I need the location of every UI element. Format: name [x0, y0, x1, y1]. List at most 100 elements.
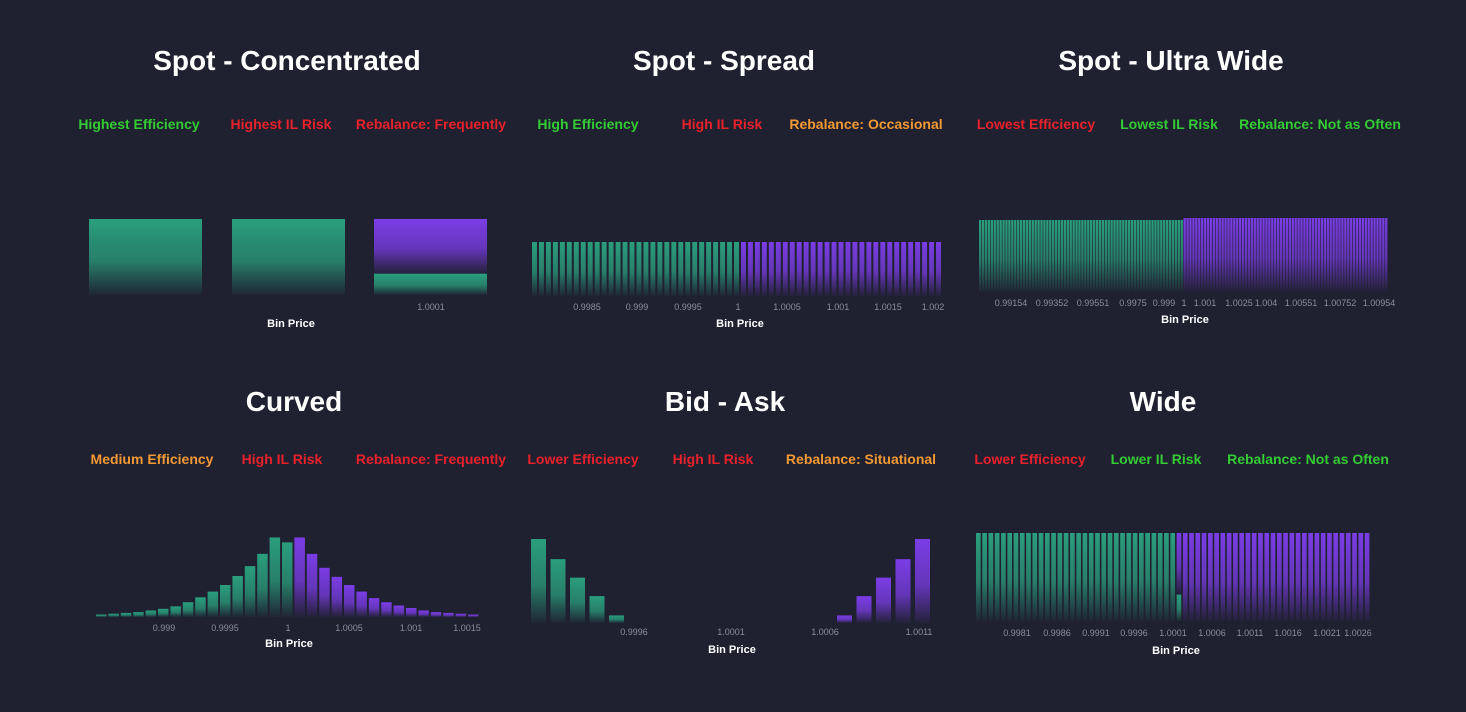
bin-bar [1302, 533, 1307, 621]
efficiency-label: Highest Efficiency [78, 116, 200, 132]
bin-bar [1220, 533, 1226, 621]
bin-bar [981, 220, 985, 292]
bin-bar [1215, 218, 1218, 292]
bin-bar [1013, 533, 1019, 621]
bin-bar [145, 610, 157, 617]
bin-bar [915, 242, 921, 296]
bin-bar [1057, 220, 1061, 292]
bin-bar [1361, 218, 1365, 292]
il-risk-label: High IL Risk [241, 451, 323, 467]
bin-bar [1364, 533, 1370, 621]
efficiency-label: Lower Efficiency [527, 451, 639, 467]
x-axis-label: Bin Price [716, 318, 764, 330]
bin-bar [1063, 533, 1069, 621]
bin-bar [1258, 533, 1263, 621]
bin-bar [120, 612, 132, 617]
efficiency-label: Lower Efficiency [974, 451, 1086, 467]
bin-bar [982, 533, 987, 621]
bin-bar [1312, 218, 1315, 292]
bin-bar [789, 242, 795, 296]
bin-bar [1088, 533, 1094, 621]
bin-bar [976, 533, 981, 621]
bin-bar [984, 220, 988, 292]
bin-bar [1095, 220, 1099, 292]
rebalance-label: Rebalance: Occasional [789, 116, 943, 132]
tick-label: 1.00954 [1363, 298, 1396, 308]
bin-bar [994, 533, 1000, 621]
bin-bar [852, 242, 858, 296]
bin-bar [1165, 220, 1169, 292]
tick-label: 0.9996 [1120, 628, 1148, 638]
bin-bar [1323, 218, 1327, 292]
bin-bar [1385, 218, 1388, 292]
bin-bar [1136, 220, 1140, 292]
bin-bar [538, 242, 544, 296]
bin-bar [1203, 218, 1207, 292]
bin-bar [344, 585, 355, 617]
bin-bar [108, 613, 119, 617]
bin-bar [1066, 220, 1069, 292]
bin-bar [650, 242, 656, 296]
bin-bar [1082, 533, 1088, 621]
bin-bar [1335, 218, 1338, 292]
bin-bar [1276, 218, 1280, 292]
bin-bar [1076, 533, 1081, 621]
bin-bar [559, 242, 565, 296]
tick-label: 1.0011 [906, 627, 933, 637]
bin-bar [1367, 218, 1370, 292]
bin-bar [810, 242, 816, 296]
bin-bar [1291, 218, 1294, 292]
bin-bar [532, 242, 537, 296]
bin-bar [1345, 533, 1351, 621]
bin-bar [1347, 218, 1350, 292]
bin-bar [1333, 533, 1339, 621]
bin-bar [1057, 533, 1063, 621]
x-axis-label: Bin Price [265, 638, 313, 650]
bin-bar [1151, 533, 1157, 621]
bin-bar [1019, 533, 1025, 621]
bin-bar [1350, 218, 1353, 292]
bin-bar [545, 242, 551, 296]
bin-bar [443, 612, 454, 617]
bin-bar [1007, 533, 1013, 621]
bin-bar [1265, 218, 1268, 292]
bin-bar [1087, 220, 1090, 292]
bin-bar [1283, 533, 1288, 621]
bin-bar [1262, 218, 1265, 292]
bin-bar [1195, 533, 1201, 621]
tick-label: 0.9996 [620, 627, 648, 637]
il-risk-label: High IL Risk [681, 116, 763, 132]
tick-label: 0.99551 [1077, 298, 1110, 308]
bin-bar [796, 242, 802, 296]
bin-bar [269, 537, 281, 617]
tick-label: 0.99352 [1036, 298, 1069, 308]
bin-bar [1028, 220, 1031, 292]
bin-bar [720, 242, 726, 296]
bin-bar [996, 220, 999, 292]
bin-bar [678, 242, 684, 296]
bin-bar [1113, 533, 1119, 621]
bin-bar [664, 242, 670, 296]
bin-bar [1224, 218, 1227, 292]
bin-bar [768, 242, 774, 296]
bin-bar [257, 553, 268, 617]
bin-bar [761, 242, 767, 296]
bin-bar [1382, 218, 1385, 292]
bin-bar [608, 242, 614, 296]
bin-bar [1002, 220, 1005, 292]
bin-bar [1370, 218, 1373, 292]
bin-bar [999, 220, 1002, 292]
tick-label: 1 [1181, 298, 1186, 308]
bin-bar [1182, 533, 1188, 621]
bin-bar [1072, 220, 1075, 292]
bin-bar [1206, 218, 1210, 292]
bin-bar [895, 559, 911, 623]
bin-bar [232, 219, 345, 295]
bin-bar [220, 585, 231, 617]
bin-bar [838, 242, 844, 296]
bin-bar [1176, 594, 1182, 621]
bin-bar [1183, 218, 1186, 292]
